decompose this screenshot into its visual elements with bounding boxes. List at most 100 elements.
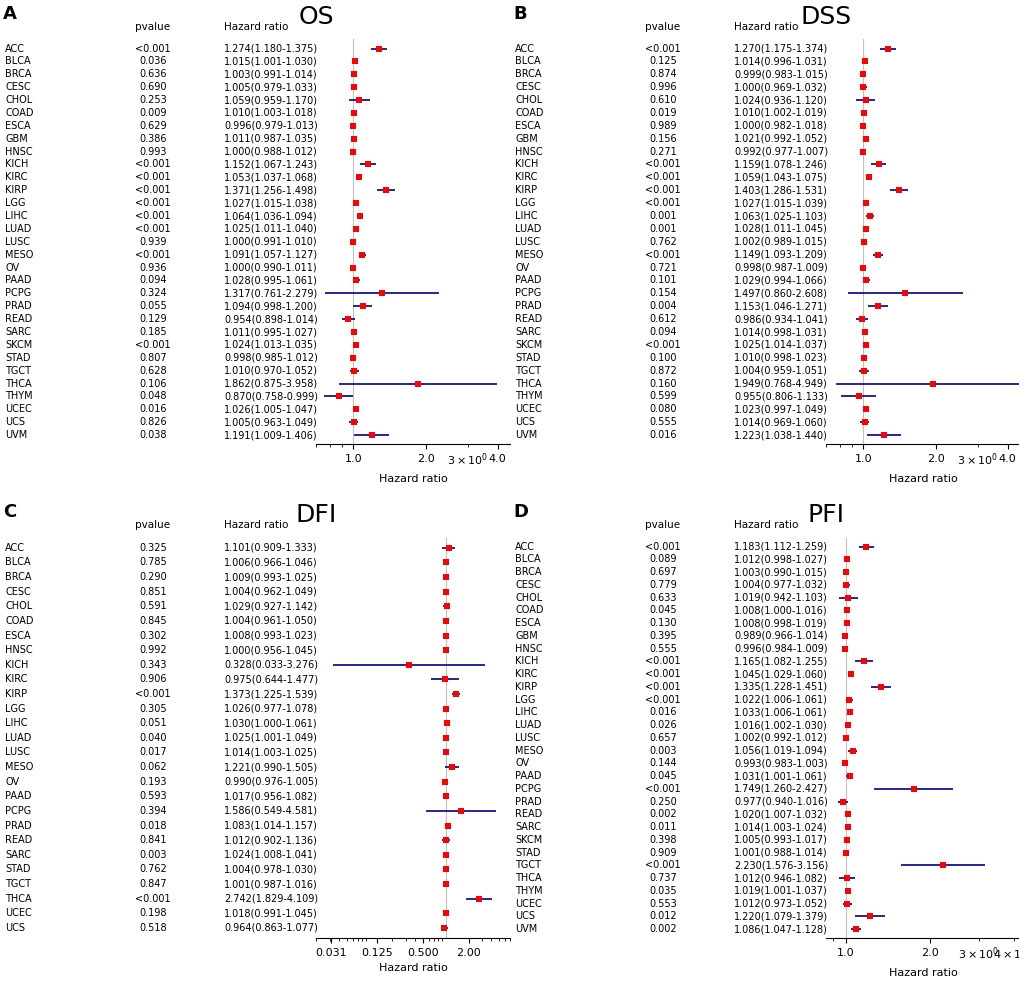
Text: 0.386: 0.386 (140, 134, 166, 144)
Text: <0.001: <0.001 (645, 185, 680, 195)
Text: 0.909: 0.909 (649, 847, 676, 857)
Text: 0.633: 0.633 (649, 592, 676, 602)
Text: 1.023(0.997-1.049): 1.023(0.997-1.049) (734, 405, 827, 415)
Text: 0.992: 0.992 (139, 645, 167, 655)
Text: 0.026: 0.026 (648, 720, 677, 730)
Text: 0.593: 0.593 (139, 792, 167, 802)
Text: LGG: LGG (5, 198, 25, 208)
Text: 1.165(1.082-1.255): 1.165(1.082-1.255) (734, 656, 827, 666)
Text: 1.005(0.963-1.049): 1.005(0.963-1.049) (224, 418, 318, 428)
Text: 1.008(1.000-1.016): 1.008(1.000-1.016) (734, 605, 827, 615)
Text: 1.403(1.286-1.531): 1.403(1.286-1.531) (734, 185, 827, 195)
Text: 0.697: 0.697 (648, 567, 677, 577)
Text: TGCT: TGCT (5, 879, 31, 889)
Text: 0.721: 0.721 (648, 262, 677, 272)
Text: 0.610: 0.610 (649, 95, 676, 105)
Text: DFI: DFI (296, 503, 336, 527)
Text: 0.160: 0.160 (649, 379, 676, 389)
Text: 1.010(0.998-1.023): 1.010(0.998-1.023) (734, 353, 827, 363)
Text: 0.035: 0.035 (648, 886, 677, 896)
Text: 1.274(1.180-1.375): 1.274(1.180-1.375) (224, 44, 318, 54)
Text: D: D (513, 503, 528, 521)
Text: 0.628: 0.628 (139, 366, 167, 376)
Text: THYM: THYM (515, 392, 542, 402)
Text: 0.870(0.758-0.999): 0.870(0.758-0.999) (224, 392, 318, 402)
Text: 0.989(0.966-1.014): 0.989(0.966-1.014) (734, 631, 827, 641)
Text: 1.497(0.860-2.608): 1.497(0.860-2.608) (734, 288, 827, 298)
Text: 0.198: 0.198 (140, 908, 166, 918)
Text: 0.553: 0.553 (648, 898, 677, 908)
Text: 0.325: 0.325 (139, 542, 167, 552)
Text: 0.993(0.983-1.003): 0.993(0.983-1.003) (734, 759, 827, 769)
Text: 1.017(0.956-1.082): 1.017(0.956-1.082) (224, 792, 318, 802)
Text: 1.022(1.006-1.061): 1.022(1.006-1.061) (734, 695, 827, 705)
Text: BRCA: BRCA (5, 572, 32, 582)
Text: PRAD: PRAD (5, 821, 32, 831)
Text: OV: OV (5, 262, 19, 272)
Text: ESCA: ESCA (5, 121, 31, 131)
Text: PRAD: PRAD (515, 301, 541, 311)
Text: 0.001: 0.001 (649, 211, 676, 221)
Text: PAAD: PAAD (515, 771, 541, 782)
Text: 0.785: 0.785 (139, 557, 167, 567)
Text: <0.001: <0.001 (645, 669, 680, 679)
Text: 1.012(0.973-1.052): 1.012(0.973-1.052) (734, 898, 827, 908)
Text: READ: READ (5, 835, 33, 845)
Text: 0.993: 0.993 (140, 147, 166, 157)
Text: SARC: SARC (515, 823, 540, 832)
Text: READ: READ (515, 810, 542, 820)
Text: 1.024(1.008-1.041): 1.024(1.008-1.041) (224, 849, 318, 859)
Text: 1.009(0.993-1.025): 1.009(0.993-1.025) (224, 572, 318, 582)
Text: 0.062: 0.062 (139, 762, 167, 772)
Text: 1.000(0.969-1.032): 1.000(0.969-1.032) (734, 82, 827, 92)
Text: LUAD: LUAD (5, 224, 32, 234)
Text: 1.000(0.991-1.010): 1.000(0.991-1.010) (224, 237, 318, 247)
Text: 0.016: 0.016 (649, 707, 676, 718)
Text: 0.094: 0.094 (649, 327, 676, 337)
Text: GBM: GBM (515, 134, 537, 144)
Text: 1.021(0.992-1.052): 1.021(0.992-1.052) (734, 134, 827, 144)
Text: UCEC: UCEC (515, 405, 541, 415)
Text: 0.996(0.984-1.009): 0.996(0.984-1.009) (734, 644, 827, 654)
Text: 1.086(1.047-1.128): 1.086(1.047-1.128) (734, 924, 827, 934)
Text: OV: OV (515, 759, 529, 769)
Text: ESCA: ESCA (5, 630, 31, 640)
Text: 1.183(1.112-1.259): 1.183(1.112-1.259) (734, 541, 827, 551)
Text: KICH: KICH (5, 660, 29, 670)
Text: COAD: COAD (515, 108, 543, 118)
Text: OS: OS (299, 5, 333, 29)
Text: KICH: KICH (515, 160, 538, 169)
Text: 1.004(0.961-1.050): 1.004(0.961-1.050) (224, 616, 318, 626)
Text: Hazard ratio: Hazard ratio (734, 22, 798, 32)
Text: PRAD: PRAD (5, 301, 32, 311)
Text: 1.101(0.909-1.333): 1.101(0.909-1.333) (224, 542, 318, 552)
Text: 0.193: 0.193 (140, 777, 166, 787)
Text: PCPG: PCPG (5, 288, 32, 298)
Text: 1.094(0.998-1.200): 1.094(0.998-1.200) (224, 301, 318, 311)
Text: 0.018: 0.018 (140, 821, 166, 831)
Text: COAD: COAD (515, 605, 543, 615)
Text: 0.762: 0.762 (139, 864, 167, 874)
Text: 0.872: 0.872 (648, 366, 677, 376)
Text: 0.657: 0.657 (648, 733, 677, 743)
Text: KIRP: KIRP (515, 185, 537, 195)
Text: 0.305: 0.305 (139, 704, 167, 714)
Text: COAD: COAD (5, 108, 34, 118)
Text: LIHC: LIHC (515, 211, 537, 221)
Text: CHOL: CHOL (5, 601, 33, 611)
Text: pvalue: pvalue (136, 519, 170, 529)
Text: 1.003(0.991-1.014): 1.003(0.991-1.014) (224, 69, 318, 80)
Text: 0.999(0.983-1.015): 0.999(0.983-1.015) (734, 69, 827, 80)
Text: <0.001: <0.001 (645, 784, 680, 794)
Text: <0.001: <0.001 (136, 224, 170, 234)
Text: STAD: STAD (515, 847, 540, 857)
Text: <0.001: <0.001 (645, 44, 680, 54)
Text: 0.016: 0.016 (649, 430, 676, 440)
Text: COAD: COAD (5, 616, 34, 626)
Text: 1.005(0.993-1.017): 1.005(0.993-1.017) (734, 834, 827, 844)
Text: 0.156: 0.156 (648, 134, 677, 144)
Text: 0.038: 0.038 (140, 430, 166, 440)
Text: 1.152(1.067-1.243): 1.152(1.067-1.243) (224, 160, 318, 169)
Text: LUAD: LUAD (515, 224, 541, 234)
Text: KICH: KICH (5, 160, 29, 169)
